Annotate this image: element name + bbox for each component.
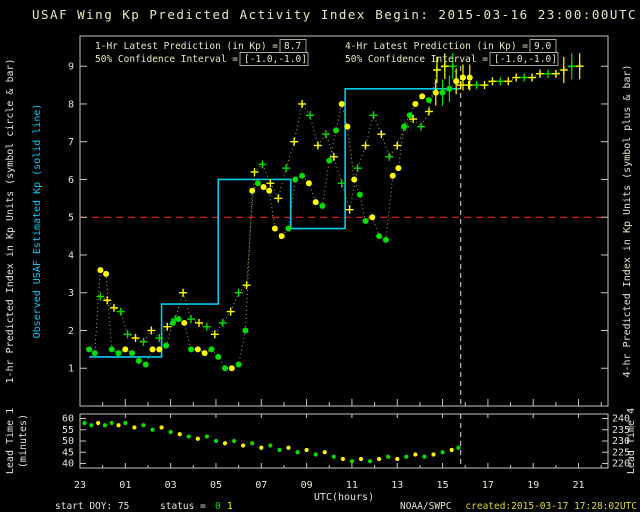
legend-1hr-ci-box [239,52,309,66]
svg-text:45: 45 [62,447,74,458]
svg-text:17: 17 [482,480,494,491]
svg-text:8: 8 [68,99,74,110]
svg-text:05: 05 [210,480,222,491]
legend-4hr-ci-label: 50% Confidence Interval = [345,54,488,65]
svg-text:23: 23 [74,480,86,491]
begin-timestamp: Begin: 2015-03-16 23:00:00UTC [375,7,637,22]
svg-text:01: 01 [119,480,131,491]
svg-text:220: 220 [612,459,630,470]
footer-created-timestamp: created:2015-03-17 17:28:02UTC [465,501,637,512]
svg-text:6: 6 [68,175,74,186]
svg-text:03: 03 [165,480,177,491]
svg-text:240: 240 [612,414,630,425]
svg-text:11: 11 [346,480,358,491]
svg-text:50: 50 [62,436,74,447]
legend-4hr-ci-box [489,52,559,66]
left-axis-label-1hr: 1-hr Predicted Index in Kp Units (symbol… [5,58,16,383]
svg-text:07: 07 [255,480,267,491]
legend-1hr-ci-value: [-1.0,-1.0] [244,54,307,65]
right-axis-label-4hr: 4-hr Predicted Index in Kp Units (symbol… [622,64,633,377]
legend-4hr-ci-value: [-1.0,-1.0] [494,54,557,65]
svg-text:55: 55 [62,425,74,436]
legend-1hr-label: 1-Hr Latest Prediction (in Kp) = [95,41,278,52]
svg-text:4: 4 [68,250,74,261]
lead-time-4-label: Lead Time 4 [626,408,637,474]
svg-text:09: 09 [301,480,313,491]
svg-text:235: 235 [612,425,630,436]
legend-1hr-value: 8.7 [284,41,301,52]
left-axis-label-observed: Observed USAF Estimated Kp (solid line) [32,104,43,339]
lead-time-1-label: Lead Time 1 [5,408,16,474]
svg-text:5: 5 [68,213,74,224]
footer-status-1: 1 [227,501,233,512]
footer-status-0: 0 [215,501,221,512]
svg-text:1: 1 [68,364,74,375]
svg-text:15: 15 [437,480,449,491]
legend-4hr-label: 4-Hr Latest Prediction (in Kp) = [345,41,528,52]
svg-text:7: 7 [68,137,74,148]
footer-status-label: status = [160,501,206,512]
svg-text:3: 3 [68,288,74,299]
legend-1hr-ci-label: 50% Confidence Interval = [95,54,238,65]
svg-text:13: 13 [391,480,403,491]
lead-time-minutes-label: (minutes) [18,414,29,468]
svg-text:21: 21 [573,480,585,491]
svg-text:40: 40 [62,459,74,470]
footer-start-doy: start DOY: 75 [55,501,129,512]
chart-title: USAF Wing Kp Predicted Activity Index [32,7,366,22]
svg-text:2: 2 [68,326,74,337]
svg-text:60: 60 [62,414,74,425]
svg-text:230: 230 [612,436,630,447]
svg-text:225: 225 [612,447,630,458]
svg-text:19: 19 [527,480,539,491]
svg-text:9: 9 [68,62,74,73]
legend-4hr-value: 9.0 [534,41,551,52]
x-axis-label: UTC(hours) [314,492,374,503]
footer-agency: NOAA/SWPC [400,501,451,512]
